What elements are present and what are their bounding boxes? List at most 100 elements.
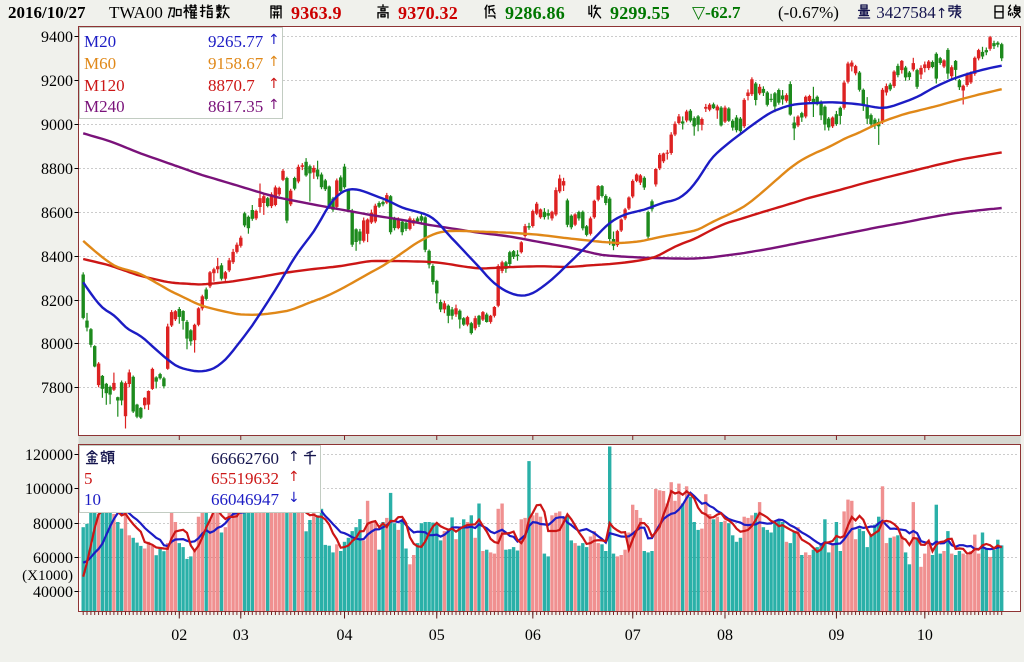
candle-body [873, 119, 877, 126]
open-label [268, 0, 284, 26]
volume-bar [946, 531, 950, 611]
candle-body [911, 63, 915, 70]
volume-bar [742, 516, 746, 611]
candle-body [900, 60, 904, 71]
price-ma-legend-row: M20 9265.77 ↑ [84, 32, 280, 51]
volume-bar [277, 508, 281, 611]
volume-bar [508, 549, 512, 611]
volume-bar [738, 537, 743, 611]
candle-body [219, 265, 224, 279]
candle-body [946, 49, 950, 74]
candle-body [477, 315, 481, 325]
candle-body [673, 123, 677, 135]
candle-body [208, 272, 212, 287]
volume-bar [692, 522, 696, 611]
candle-body [596, 186, 600, 200]
candle-body [442, 303, 447, 310]
volume-bar [777, 520, 781, 611]
candle-body [323, 180, 327, 190]
candle-body [189, 330, 193, 342]
candle-body [761, 88, 766, 93]
volume-bar [596, 543, 600, 611]
ma-label: M20 [84, 32, 117, 51]
ma-line-m120 [82, 151, 1002, 286]
volume-bar [611, 553, 616, 611]
candle-body [669, 134, 673, 153]
volume-bar [1000, 545, 1004, 611]
candle-body [723, 107, 727, 122]
volume-bar [830, 543, 835, 611]
candle-body [700, 119, 704, 125]
month-label: 06 [525, 627, 541, 644]
candle-body [927, 61, 931, 69]
candle-body [154, 377, 158, 382]
volume-bar [992, 550, 996, 611]
volume-bar [312, 508, 316, 611]
candle-body [508, 252, 512, 264]
candle-body [754, 83, 758, 100]
volume-bar [584, 547, 589, 611]
price-axis-label: 8400 [41, 249, 73, 266]
close-label-text [587, 3, 603, 22]
open-value-text: 9363.9 [291, 3, 342, 23]
candle-body [388, 196, 393, 233]
candle-body [734, 117, 739, 131]
volume-bar [254, 500, 258, 611]
candle-body [473, 318, 477, 329]
symbol-label: TWA00 [109, 0, 231, 26]
candle-body [615, 231, 620, 246]
candle-body [538, 209, 543, 218]
volume-bar [930, 555, 935, 611]
volume-bar [842, 511, 846, 611]
candle-body [231, 251, 235, 263]
volume-bars [81, 446, 1004, 611]
candle-body [423, 217, 427, 250]
price-axis-label: 8000 [41, 336, 73, 353]
volume-bar [373, 522, 377, 611]
month-label: 03 [233, 627, 249, 644]
candle-body [108, 386, 112, 395]
candle-body [780, 95, 785, 100]
volume-bar [850, 500, 854, 611]
volume-bar [112, 514, 116, 611]
candle-body [527, 226, 531, 228]
volume-bar [227, 508, 231, 611]
period-text [991, 3, 1023, 22]
candle-body [150, 368, 155, 389]
candle-body [846, 63, 850, 82]
volume-bar [223, 527, 228, 611]
candle-body [289, 190, 293, 205]
symbol-text: TWA00 [109, 3, 163, 22]
price-axis-label: 8600 [41, 205, 73, 222]
volume-bar [707, 514, 712, 611]
candle-body [561, 181, 566, 186]
volume-bar [792, 531, 796, 611]
volume-bar [658, 490, 662, 611]
candle-body [850, 62, 854, 67]
date-label: 2016/10/27 [8, 0, 85, 26]
candle-body [250, 210, 254, 219]
candle-body [684, 111, 689, 121]
volume-bar [661, 491, 666, 611]
candle-body [281, 170, 285, 180]
volume-bar [727, 523, 731, 611]
candle-body [335, 180, 339, 207]
price-axis-label: 8800 [41, 161, 73, 178]
volume-bar [869, 533, 873, 611]
volume-bar [834, 522, 839, 611]
volume-bar [146, 541, 151, 611]
volume-bar [523, 517, 527, 611]
volume-bar [458, 527, 462, 611]
volume-bar [127, 535, 131, 611]
volume-bar [331, 552, 335, 611]
index-name [167, 3, 231, 22]
volume-bar [746, 517, 750, 611]
volume-bar [673, 500, 677, 611]
volume-bar [654, 488, 658, 611]
candle-body [143, 397, 147, 406]
candle-body [634, 174, 639, 181]
volume-bar [300, 508, 304, 611]
candle-body [819, 102, 823, 116]
volume-bar [696, 529, 700, 611]
volume-bar [465, 522, 470, 611]
